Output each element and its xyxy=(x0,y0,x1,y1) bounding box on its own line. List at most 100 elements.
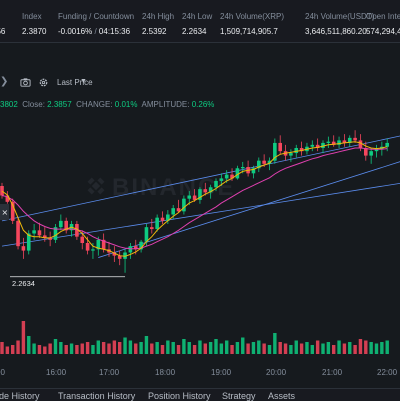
candle xyxy=(128,243,133,259)
volume-bar xyxy=(192,345,197,354)
trendline-0[interactable] xyxy=(1,135,400,222)
expand-left-icon[interactable]: × xyxy=(0,204,9,220)
svg-text:×: × xyxy=(2,208,9,217)
volume-bar xyxy=(348,342,352,354)
candle xyxy=(150,218,154,234)
candle xyxy=(37,222,42,238)
candle xyxy=(166,210,170,224)
open-value: 3802 xyxy=(0,100,18,109)
time-label: 17:00 xyxy=(99,368,120,377)
volume-bar xyxy=(342,343,347,354)
stat-value: 2.2634 xyxy=(182,27,207,36)
candle xyxy=(144,224,149,247)
volume-bar xyxy=(203,343,207,354)
volume-bar xyxy=(0,342,4,354)
time-axis: 00 16:00 17:00 18:00 19:00 20:00 21:00 22:00 xyxy=(0,366,400,380)
volume-bar xyxy=(246,343,250,354)
close-label: Close: xyxy=(22,100,45,109)
tab-strategy[interactable]: Strategy xyxy=(222,391,256,401)
volume-bar xyxy=(214,339,218,354)
candle xyxy=(369,148,373,164)
volume-bar xyxy=(69,343,74,354)
candle xyxy=(192,189,197,202)
volume-bar xyxy=(32,343,36,354)
volume-bar xyxy=(166,340,170,354)
time-label: 20:00 xyxy=(266,368,287,377)
candle xyxy=(43,227,47,242)
volume-bar xyxy=(369,342,373,354)
volume-bar xyxy=(198,340,202,354)
stat-value: -0.0016% / 04:15:36 xyxy=(58,27,130,36)
amplitude-value: 0.26% xyxy=(191,100,215,109)
stat-label: 24h Low xyxy=(182,12,213,21)
time-label: 21:00 xyxy=(322,368,343,377)
tab-position-history[interactable]: Position History xyxy=(148,391,211,401)
tab-transaction-history[interactable]: Transaction History xyxy=(58,391,136,401)
candle xyxy=(219,173,224,186)
price-chart[interactable]: BINANCE × 2.2634 xyxy=(0,110,400,366)
ma-line-fast xyxy=(1,141,388,257)
time-label: 18:00 xyxy=(155,368,176,377)
candle xyxy=(337,136,341,148)
volume-bar xyxy=(315,340,320,354)
candle xyxy=(315,138,320,152)
candle xyxy=(48,231,52,247)
expand-arrow-icon[interactable]: ❯ xyxy=(0,76,9,87)
candle xyxy=(10,198,15,224)
volume-bar xyxy=(171,342,175,354)
volume-bar xyxy=(85,342,90,354)
candle xyxy=(182,195,186,215)
volume-bar xyxy=(144,336,149,354)
volume-bar xyxy=(5,346,10,354)
candle xyxy=(198,187,202,204)
candle xyxy=(75,220,79,240)
candle xyxy=(347,135,352,147)
chevron-down-icon[interactable]: ▼ xyxy=(80,78,87,85)
volume-bar xyxy=(283,343,288,354)
volume-bar xyxy=(107,343,111,354)
volume-bar xyxy=(310,345,314,354)
candle xyxy=(331,135,336,147)
volume-bar xyxy=(75,345,79,354)
volume-bar xyxy=(326,342,331,354)
volume-bar xyxy=(182,339,186,354)
volume-bar xyxy=(150,343,154,354)
candle xyxy=(235,165,240,180)
volume-bar xyxy=(176,345,181,354)
ohlc-legend: 3802 Close: 2.3857 CHANGE: 0.01% AMPLITU… xyxy=(0,100,214,109)
volume-bar xyxy=(59,342,63,354)
candle xyxy=(273,138,277,164)
tab-assets[interactable]: Assets xyxy=(268,391,296,401)
candle xyxy=(374,144,379,158)
camera-icon[interactable] xyxy=(20,77,31,88)
time-label: 22:00 xyxy=(377,368,398,377)
price-type-select[interactable]: Last Price xyxy=(57,78,93,87)
volume-bar xyxy=(299,343,304,354)
candle xyxy=(160,211,165,224)
volume-bar xyxy=(48,343,52,354)
tab-ade-history[interactable]: ade History xyxy=(0,391,40,401)
stat-value: 574,294,4 xyxy=(366,27,400,36)
stat-label: 24h High xyxy=(142,12,175,21)
candle xyxy=(251,165,256,179)
stat-value: 2.3870 xyxy=(22,27,47,36)
volume-bar xyxy=(43,346,47,354)
trendline-1[interactable] xyxy=(98,161,400,258)
candle xyxy=(176,199,181,213)
candle xyxy=(310,140,315,152)
volume-bar xyxy=(219,343,224,354)
volume-bar xyxy=(128,340,133,354)
candle xyxy=(96,236,101,256)
volume-bar xyxy=(321,343,325,354)
volume-bar xyxy=(289,345,293,354)
volume-bar xyxy=(380,342,384,354)
candle xyxy=(326,136,331,148)
volume-bar xyxy=(257,340,261,354)
volume-bar xyxy=(353,345,357,354)
candle xyxy=(364,141,368,161)
stat-label: 24h Volume(USDT) xyxy=(305,12,375,21)
gear-icon[interactable] xyxy=(38,77,49,88)
candle xyxy=(0,182,4,199)
volume-bar xyxy=(241,337,245,354)
candle xyxy=(278,135,282,155)
